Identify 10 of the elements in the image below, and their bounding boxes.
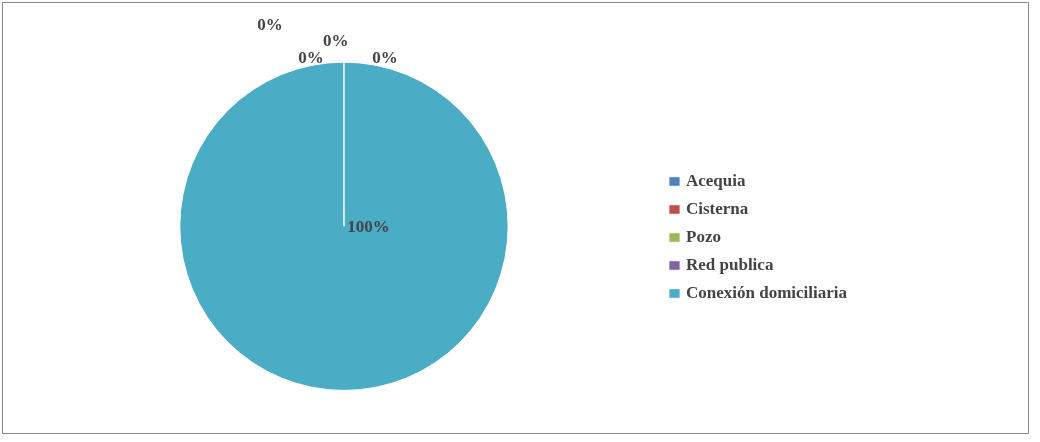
legend-label: Cisterna (686, 199, 749, 219)
legend-label: Acequia (686, 171, 746, 191)
text: 0% (298, 47, 324, 67)
text: 0% (257, 14, 283, 34)
legend-label: Pozo (686, 227, 721, 247)
text: 0% (322, 31, 349, 51)
legend-label: Conexión domiciliaria (686, 283, 848, 303)
data-label: 100% (347, 216, 390, 236)
text: 0% (372, 47, 398, 67)
legend-label: Red publica (686, 255, 774, 275)
